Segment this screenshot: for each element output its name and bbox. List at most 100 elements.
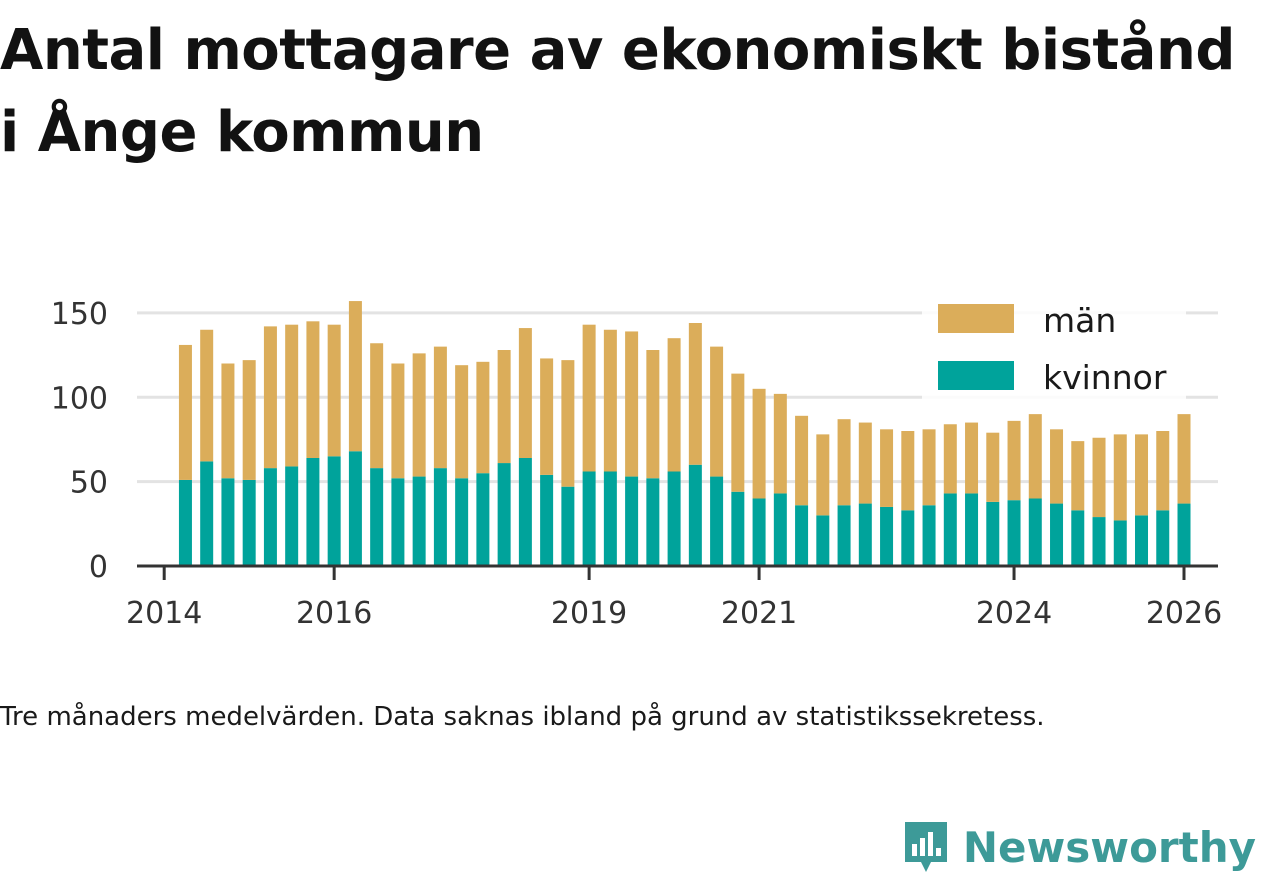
bar-kvinnor	[1007, 500, 1021, 566]
bar-kvinnor	[242, 479, 256, 566]
bar-man	[625, 331, 639, 477]
bar-kvinnor	[667, 471, 681, 566]
bar-kvinnor	[348, 451, 362, 566]
bar-kvinnor	[540, 474, 554, 566]
bar-kvinnor	[837, 505, 851, 566]
bar-kvinnor	[943, 493, 957, 566]
bar-kvinnor	[646, 478, 660, 566]
y-axis-ticks: 0 50 100 150	[51, 297, 108, 585]
bar-kvinnor	[370, 468, 384, 566]
x-tick-label: 2024	[976, 596, 1052, 631]
bar-kvinnor	[816, 515, 830, 566]
bar-kvinnor	[986, 501, 1000, 566]
bar-kvinnor	[263, 468, 277, 566]
bar-man	[795, 415, 809, 506]
bar-man	[348, 301, 362, 452]
bar-kvinnor	[1113, 520, 1127, 566]
bar-kvinnor	[178, 479, 192, 566]
bar-man	[667, 338, 681, 472]
bar-man	[688, 323, 702, 465]
bar-man	[540, 358, 554, 475]
bar-man	[1113, 434, 1127, 521]
bar-man	[412, 353, 426, 477]
legend-label: män	[1043, 301, 1116, 340]
bar-man	[1092, 437, 1106, 518]
y-tick-label: 100	[51, 381, 108, 416]
bar-man	[476, 361, 490, 474]
x-tick-label: 2016	[296, 596, 372, 631]
bar-man	[1156, 431, 1170, 511]
bar-man	[773, 393, 787, 494]
bar-man	[327, 324, 341, 457]
bar-man	[1007, 420, 1021, 501]
bar-man	[816, 434, 830, 516]
bar-kvinnor	[433, 468, 447, 566]
bar-man	[1135, 434, 1149, 516]
bar-man	[518, 328, 532, 458]
legend-swatch	[938, 304, 1014, 333]
bar-man	[370, 343, 384, 469]
bar-man	[561, 360, 575, 487]
bar-kvinnor	[603, 471, 617, 566]
bar-man	[285, 324, 299, 467]
bar-kvinnor	[518, 458, 532, 566]
bar-kvinnor	[773, 493, 787, 566]
bar-kvinnor	[476, 473, 490, 566]
bar-kvinnor	[1156, 510, 1170, 566]
x-tick-label: 2021	[721, 596, 797, 631]
bar-man	[1177, 414, 1191, 504]
bar-man	[752, 388, 766, 499]
bar-man	[455, 365, 469, 479]
newsworthy-icon	[904, 822, 947, 872]
bar-man	[880, 429, 894, 507]
bar-kvinnor	[1050, 503, 1064, 566]
bar-man	[858, 422, 872, 504]
chart-title: Antal mottagare av ekonomiskt bistånd i …	[0, 18, 1235, 165]
bar-man	[263, 326, 277, 469]
brand-name: Newsworthy	[962, 822, 1256, 872]
bar-kvinnor	[688, 464, 702, 566]
bar-man	[1050, 429, 1064, 504]
x-tick-label: 2026	[1146, 596, 1222, 631]
bar-kvinnor	[731, 491, 745, 566]
bar-kvinnor	[1028, 498, 1042, 566]
legend-label: kvinnor	[1043, 358, 1167, 397]
bar-kvinnor	[1071, 510, 1085, 566]
stacked-bar-chart: 0 50 100 150 2014 2016 2019 2021 2024 2026 män kv…	[50, 294, 1223, 631]
bar-man	[221, 363, 235, 479]
bar-kvinnor	[412, 476, 426, 566]
bar-man	[710, 346, 724, 477]
bar-kvinnor	[200, 461, 214, 566]
bar-man	[1071, 441, 1085, 511]
footnote: Tre månaders medelvärden. Data saknas ib…	[0, 702, 1045, 732]
bar-kvinnor	[582, 471, 596, 566]
bar-kvinnor	[858, 503, 872, 566]
bar-man	[731, 373, 745, 492]
bar-kvinnor	[455, 478, 469, 566]
bar-man	[497, 350, 511, 464]
bar-man	[242, 360, 256, 480]
x-tick-label: 2014	[126, 596, 202, 631]
bar-man	[986, 432, 1000, 502]
bar-kvinnor	[391, 478, 405, 566]
bar-kvinnor	[965, 493, 979, 566]
bar-kvinnor	[221, 478, 235, 566]
bar-kvinnor	[752, 498, 766, 566]
bar-man	[603, 329, 617, 472]
bar-kvinnor	[901, 510, 915, 566]
bar-man	[922, 429, 936, 506]
bar-man	[646, 350, 660, 479]
bar-kvinnor	[561, 486, 575, 566]
bar-man	[391, 363, 405, 479]
legend: män kvinnor	[922, 294, 1186, 404]
bar-man	[306, 321, 320, 458]
bars	[178, 301, 1191, 566]
bar-man	[433, 346, 447, 469]
bar-kvinnor	[1135, 515, 1149, 566]
bar-kvinnor	[1177, 503, 1191, 566]
y-tick-label: 50	[70, 466, 108, 501]
bar-man	[965, 422, 979, 494]
y-tick-label: 0	[89, 550, 108, 585]
bar-kvinnor	[795, 505, 809, 566]
y-tick-label: 150	[51, 297, 108, 332]
